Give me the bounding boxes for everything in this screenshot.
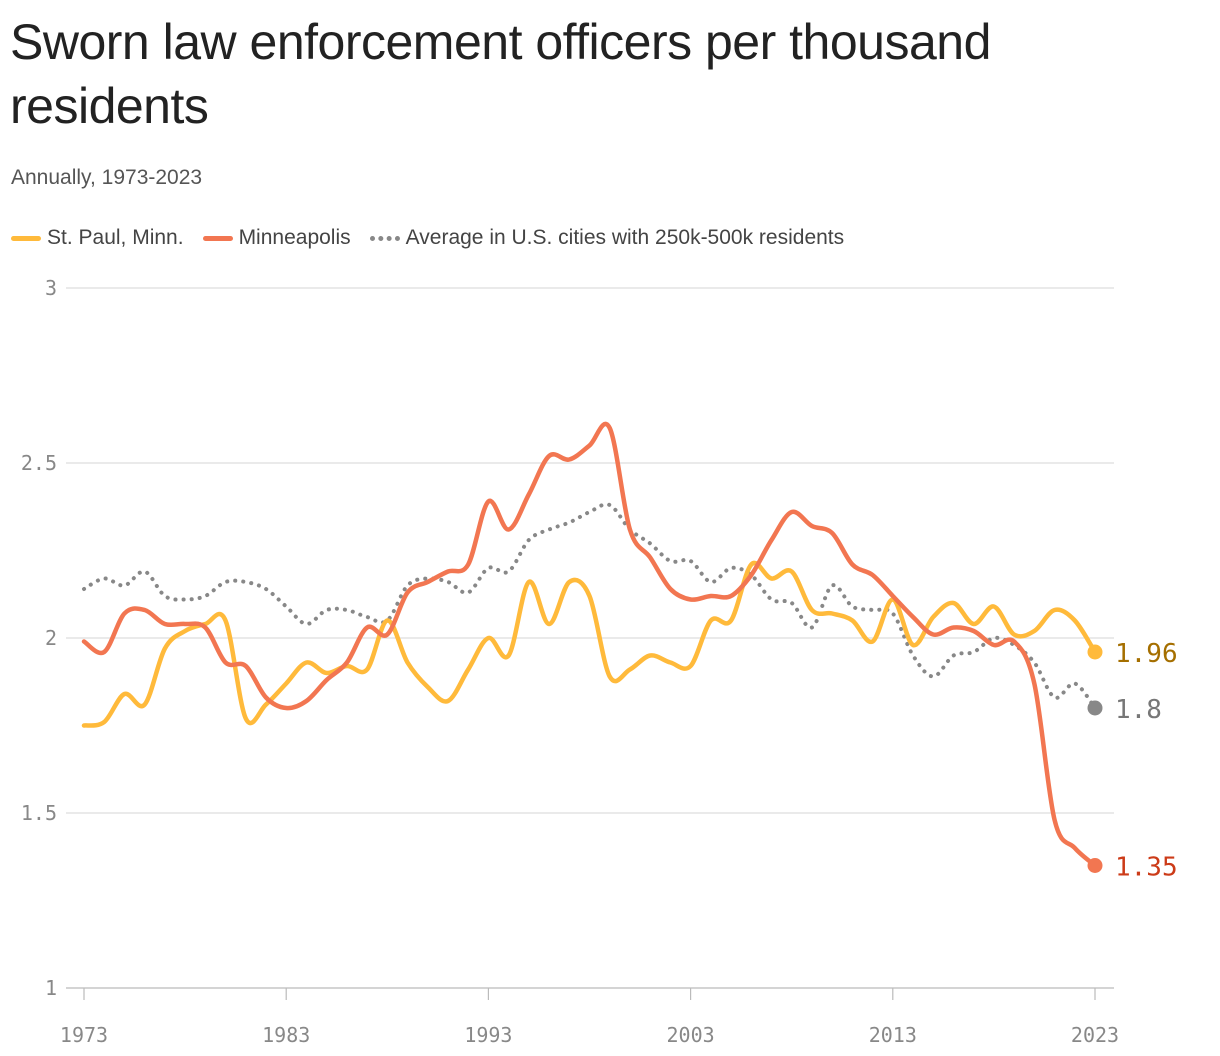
y-tick-label: 2.5 [21, 451, 57, 475]
end-point-st-paul [1087, 644, 1103, 660]
x-tick-label: 1983 [262, 1023, 310, 1047]
chart-title: Sworn law enforcement officers per thous… [10, 14, 991, 134]
series-line-average [82, 502, 1097, 710]
x-tick-label: 1993 [464, 1023, 512, 1047]
x-tick-label: 2013 [869, 1023, 917, 1047]
x-tick-label: 2003 [667, 1023, 715, 1047]
end-label-st-paul: 1.96 [1115, 639, 1178, 669]
series-line-minneapolis [81, 421, 1098, 868]
end-point-average [1087, 700, 1103, 716]
legend-label-st-paul: St. Paul, Minn. [47, 226, 184, 249]
legend-label-average: Average in U.S. cities with 250k-500k re… [405, 226, 845, 249]
legend-swatch-minneapolis [202, 235, 233, 241]
legend-swatch-st-paul [11, 235, 41, 241]
legend-item-st-paul: St. Paul, Minn. [11, 226, 184, 250]
y-tick-label: 1 [45, 976, 57, 1000]
y-tick-label: 2 [45, 626, 57, 650]
x-tick-label: 1973 [60, 1023, 108, 1047]
chart-legend: St. Paul, Minn. Minneapolis Average in U… [11, 225, 863, 251]
y-tick-label: 1.5 [21, 801, 57, 825]
end-label-minneapolis: 1.35 [1115, 853, 1178, 883]
series-line-st-paul [81, 560, 1098, 728]
y-tick-label: 3 [45, 276, 57, 300]
chart-subtitle: Annually, 1973-2023 [11, 166, 203, 189]
x-tick-label: 2023 [1071, 1023, 1119, 1047]
legend-item-average: Average in U.S. cities with 250k-500k re… [369, 226, 845, 250]
legend-label-minneapolis: Minneapolis [238, 226, 351, 249]
legend-swatch-average [369, 235, 400, 241]
legend-item-minneapolis: Minneapolis [202, 226, 351, 250]
end-label-average: 1.8 [1115, 695, 1162, 725]
end-point-minneapolis [1087, 858, 1103, 873]
